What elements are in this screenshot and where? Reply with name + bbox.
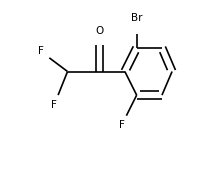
Text: O: O bbox=[95, 26, 104, 36]
Text: F: F bbox=[38, 46, 43, 56]
Text: Br: Br bbox=[131, 13, 142, 23]
Text: F: F bbox=[51, 100, 57, 110]
Text: F: F bbox=[119, 121, 124, 130]
